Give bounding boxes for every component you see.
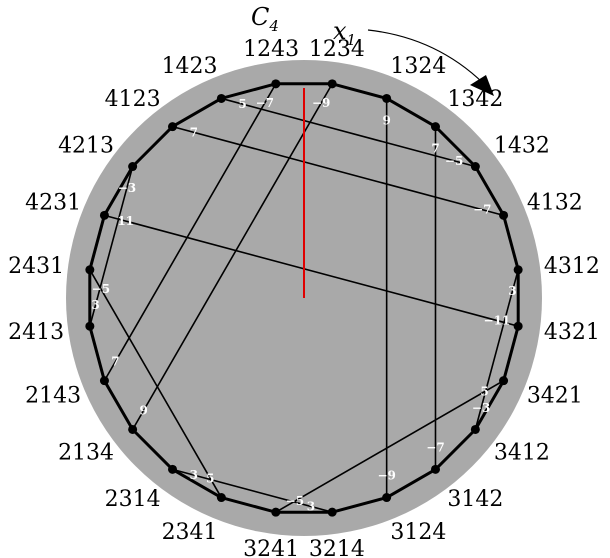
chord-label-9a: 3 [508, 284, 516, 298]
chord-label-4a: 11 [117, 214, 134, 228]
vertex-4132 [499, 210, 509, 220]
chord-label-1a: 7 [431, 142, 439, 156]
vertex-label-4231: 4231 [25, 191, 81, 216]
vertex-label-4312: 4312 [544, 254, 600, 279]
vertex-label-4321: 4321 [544, 320, 600, 345]
vertex-2143 [99, 376, 109, 386]
vertex-4213 [128, 162, 138, 172]
vertex-3241 [271, 507, 281, 517]
vertex-2431 [85, 265, 95, 275]
vertex-label-1234: 1234 [309, 37, 365, 62]
vertex-label-3412: 3412 [494, 440, 550, 465]
chord-1243-2143 [103, 83, 277, 382]
vertex-2314 [168, 464, 178, 474]
chord-1234-2134 [131, 83, 333, 430]
vertex-3421 [499, 376, 509, 386]
vertex-label-2134: 2134 [58, 440, 114, 465]
vertex-3412 [470, 424, 480, 434]
vertex-label-1423: 1423 [162, 54, 218, 79]
vertex-label-1243: 1243 [243, 37, 299, 62]
chord-label-2a: 5 [238, 97, 246, 111]
chord-4312-3412 [474, 269, 519, 430]
chord-label-5b: 9 [139, 403, 147, 417]
vertex-label-layer: 1234132413421432413243124321342134123142… [8, 37, 600, 558]
vertex-3142 [430, 464, 440, 474]
chord-label-2b: −5 [445, 154, 463, 168]
direction-label: x1 [333, 17, 356, 49]
vertex-label-4213: 4213 [58, 134, 114, 159]
vertex-label-1432: 1432 [494, 134, 550, 159]
vertex-4231 [99, 210, 109, 220]
chord-label-5a: −9 [312, 96, 330, 110]
vertex-3124 [382, 493, 392, 503]
edge-label-layer: 9−97−75−57−711−11−99−77−33−553−35−533 [91, 96, 516, 514]
vertex-label-3142: 3142 [447, 487, 503, 512]
chord-label-6b: 7 [111, 355, 119, 369]
chord-label-10b: −5 [286, 494, 304, 508]
vertex-4321 [513, 321, 523, 331]
direction-arrowhead-icon [470, 75, 494, 96]
vertex-1243 [271, 79, 281, 89]
chord-label-7b: 3 [91, 298, 99, 312]
vertex-1342 [430, 122, 440, 132]
chord-label-8b: 5 [206, 472, 214, 486]
vertex-label-1342: 1342 [447, 87, 503, 112]
chord-label-8a: −5 [92, 282, 110, 296]
vertex-2341 [216, 493, 226, 503]
vertex-label-4123: 4123 [105, 87, 161, 112]
chord-label-1b: −7 [426, 440, 444, 454]
chord-label-11b: 3 [307, 499, 315, 513]
chord-2314-3214 [172, 468, 333, 513]
vertex-1234 [327, 79, 337, 89]
vertex-label-3421: 3421 [527, 383, 583, 408]
vertex-2413 [85, 321, 95, 331]
chord-label-9b: −3 [472, 401, 490, 415]
vertex-layer [85, 79, 523, 517]
vertex-label-3241: 3241 [243, 537, 299, 558]
vertex-label-2143: 2143 [25, 383, 81, 408]
direction-label-subscript: 1 [347, 31, 357, 49]
graph-title-main: C [251, 3, 269, 31]
chord-label-7a: −3 [118, 181, 136, 195]
chord-label-0b: −9 [377, 469, 395, 483]
vertex-label-4132: 4132 [527, 191, 583, 216]
chord-label-4b: −11 [484, 313, 511, 327]
vertex-3214 [327, 507, 337, 517]
chord-layer [89, 83, 519, 513]
chord-1423-1432 [221, 97, 476, 168]
chord-label-10a: 5 [480, 385, 488, 399]
direction-arrow [367, 29, 490, 90]
vertex-4312 [513, 265, 523, 275]
chord-label-3b: −7 [473, 203, 491, 217]
vertex-2134 [128, 424, 138, 434]
vertex-label-2413: 2413 [8, 320, 64, 345]
chord-label-3a: 7 [190, 125, 198, 139]
graph-title-subscript: 4 [268, 17, 279, 35]
vertex-label-1324: 1324 [390, 54, 446, 79]
chord-4123-4132 [172, 125, 504, 217]
vertex-1432 [470, 162, 480, 172]
vertex-label-2431: 2431 [8, 254, 64, 279]
vertex-4123 [168, 122, 178, 132]
chord-label-6a: −7 [256, 96, 274, 110]
graph-title: C4 [251, 3, 279, 35]
chord-4213-2413 [89, 166, 134, 327]
chord-3421-3241 [275, 379, 504, 513]
vertex-label-3214: 3214 [309, 537, 365, 558]
vertex-label-2341: 2341 [162, 520, 218, 545]
vertex-1324 [382, 93, 392, 103]
chord-label-11a: 3 [190, 468, 198, 482]
vertex-label-2314: 2314 [105, 487, 161, 512]
chord-4231-4321 [104, 214, 519, 327]
chord-label-0a: 9 [382, 113, 390, 127]
chord-2431-2341 [89, 269, 223, 498]
vertex-1423 [216, 93, 226, 103]
vertex-label-3124: 3124 [390, 520, 446, 545]
direction-label-main: x [333, 17, 347, 45]
